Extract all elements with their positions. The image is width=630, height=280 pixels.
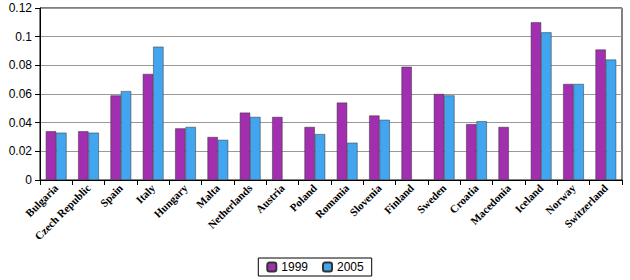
svg-text:Bulgaria: Bulgaria: [23, 181, 61, 220]
svg-text:Italy: Italy: [133, 181, 157, 205]
svg-text:0.1: 0.1: [15, 30, 32, 44]
svg-text:Croatia: Croatia: [446, 181, 481, 216]
svg-text:Switzerland: Switzerland: [562, 182, 610, 230]
svg-text:Netherlands: Netherlands: [205, 182, 254, 231]
svg-text:Finland: Finland: [382, 182, 416, 216]
svg-text:0.12: 0.12: [9, 1, 33, 15]
svg-text:0.06: 0.06: [9, 87, 33, 101]
svg-text:1999: 1999: [281, 260, 308, 274]
svg-text:Poland: Poland: [287, 182, 319, 214]
svg-text:Czech Republic: Czech Republic: [32, 182, 93, 243]
svg-text:0.08: 0.08: [9, 58, 33, 72]
svg-text:Hungary: Hungary: [151, 181, 190, 220]
svg-text:Malta: Malta: [194, 181, 223, 210]
svg-text:Norway: Norway: [542, 181, 578, 217]
svg-text:Spain: Spain: [98, 182, 125, 209]
svg-text:Austria: Austria: [253, 181, 287, 215]
svg-text:Slovenia: Slovenia: [347, 181, 384, 218]
svg-text:Romania: Romania: [313, 181, 352, 220]
svg-text:0: 0: [25, 173, 32, 187]
svg-text:Macedonia: Macedonia: [468, 181, 514, 227]
svg-text:0.02: 0.02: [9, 144, 33, 158]
svg-text:2005: 2005: [337, 260, 364, 274]
svg-text:Iceland: Iceland: [512, 182, 545, 215]
svg-text:Sweden: Sweden: [414, 182, 448, 216]
svg-text:0.04: 0.04: [9, 116, 33, 130]
